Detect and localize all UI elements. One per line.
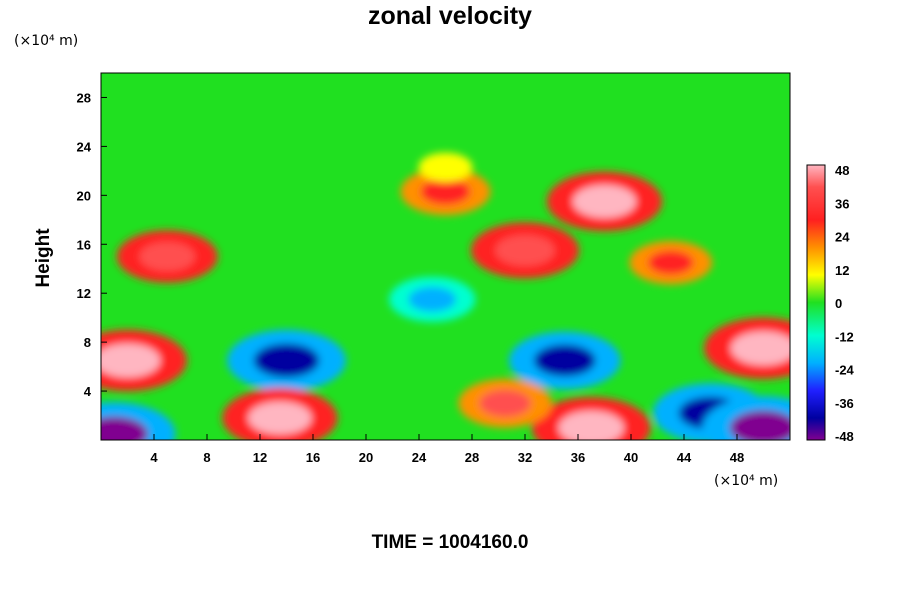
y-tick-label: 20 — [77, 188, 91, 203]
field-feature-core — [729, 410, 790, 440]
x-tick-label: 40 — [624, 450, 638, 465]
field-feature-core — [101, 416, 148, 440]
y-axis-unit: (×10⁴ m) — [14, 33, 79, 49]
field-feature-core — [420, 178, 471, 205]
y-tick-label: 4 — [84, 384, 92, 399]
colorbar-tick-label: 12 — [835, 263, 849, 278]
field-feature-core — [408, 286, 457, 312]
y-tick-label: 16 — [77, 237, 91, 252]
field-feature-core — [248, 401, 312, 435]
x-tick-label: 16 — [306, 450, 320, 465]
y-tick-label: 28 — [77, 90, 91, 105]
x-tick-label: 44 — [677, 450, 692, 465]
field-feature-core — [479, 389, 531, 417]
chart-title: zonal velocity — [368, 2, 532, 30]
field-feature-core — [572, 185, 637, 218]
colorbar-tick-label: 24 — [835, 230, 850, 245]
x-tick-label: 4 — [150, 450, 158, 465]
x-tick-label: 28 — [465, 450, 479, 465]
field-feature-core — [253, 343, 320, 378]
colorbar-tick-label: -24 — [835, 363, 855, 378]
y-tick-label: 8 — [84, 335, 91, 350]
colorbar-tick-label: 48 — [835, 163, 849, 178]
field-anomalies — [101, 152, 790, 440]
colorbar — [806, 164, 826, 441]
x-axis-unit: (×10⁴ m) — [714, 473, 779, 489]
plot-frame — [100, 72, 791, 441]
colorbar-tick-label: -36 — [835, 396, 854, 411]
field-feature-core — [101, 343, 161, 378]
y-axis: 4 8 12 16 20 24 28 — [77, 90, 107, 399]
colorbar-tick-label: 0 — [835, 296, 842, 311]
field-feature-core — [430, 159, 461, 176]
field-feature-core — [495, 234, 555, 266]
y-tick-label: 12 — [77, 286, 91, 301]
x-tick-label: 20 — [359, 450, 373, 465]
y-tick-label: 24 — [77, 139, 92, 154]
field-feature-core — [558, 410, 624, 440]
x-tick-label: 32 — [518, 450, 532, 465]
x-axis: 4 8 12 16 20 24 28 32 36 40 44 48 — [150, 434, 744, 465]
x-tick-label: 48 — [730, 450, 744, 465]
field-feature-core — [730, 331, 790, 366]
x-tick-label: 12 — [253, 450, 267, 465]
field-feature-core — [139, 242, 195, 271]
x-tick-label: 8 — [203, 450, 210, 465]
colorbar-tick-label: -12 — [835, 329, 854, 344]
field-feature-core — [534, 344, 596, 377]
velocity-field — [101, 73, 790, 440]
x-tick-label: 24 — [412, 450, 427, 465]
colorbar-tick-label: 36 — [835, 196, 849, 211]
field-feature-core — [647, 250, 694, 275]
time-label: TIME = 1004160.0 — [371, 532, 529, 553]
colorbar-ticks: 48 36 24 12 0 -12 -24 -36 -48 — [835, 163, 855, 444]
x-tick-label: 36 — [571, 450, 585, 465]
colorbar-tick-label: -48 — [835, 429, 854, 444]
